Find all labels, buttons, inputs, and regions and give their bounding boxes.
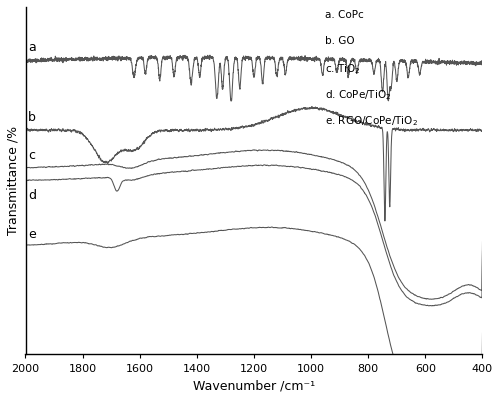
Text: e: e [28, 228, 36, 241]
Text: a: a [28, 41, 36, 54]
Text: e. RGO/CoPe/TiO$_2$: e. RGO/CoPe/TiO$_2$ [325, 115, 418, 128]
X-axis label: Wavenumber /cm⁻¹: Wavenumber /cm⁻¹ [193, 379, 315, 392]
Text: a. CoPc: a. CoPc [325, 10, 364, 20]
Text: d. CoPe/TiO$_2$: d. CoPe/TiO$_2$ [325, 89, 391, 103]
Text: b: b [28, 111, 36, 124]
Text: b. GO: b. GO [325, 36, 354, 47]
Text: c: c [28, 149, 35, 162]
Y-axis label: Transmittance /%: Transmittance /% [7, 126, 20, 235]
Text: c. TiO$_2$: c. TiO$_2$ [325, 63, 360, 76]
Text: d: d [28, 189, 36, 201]
